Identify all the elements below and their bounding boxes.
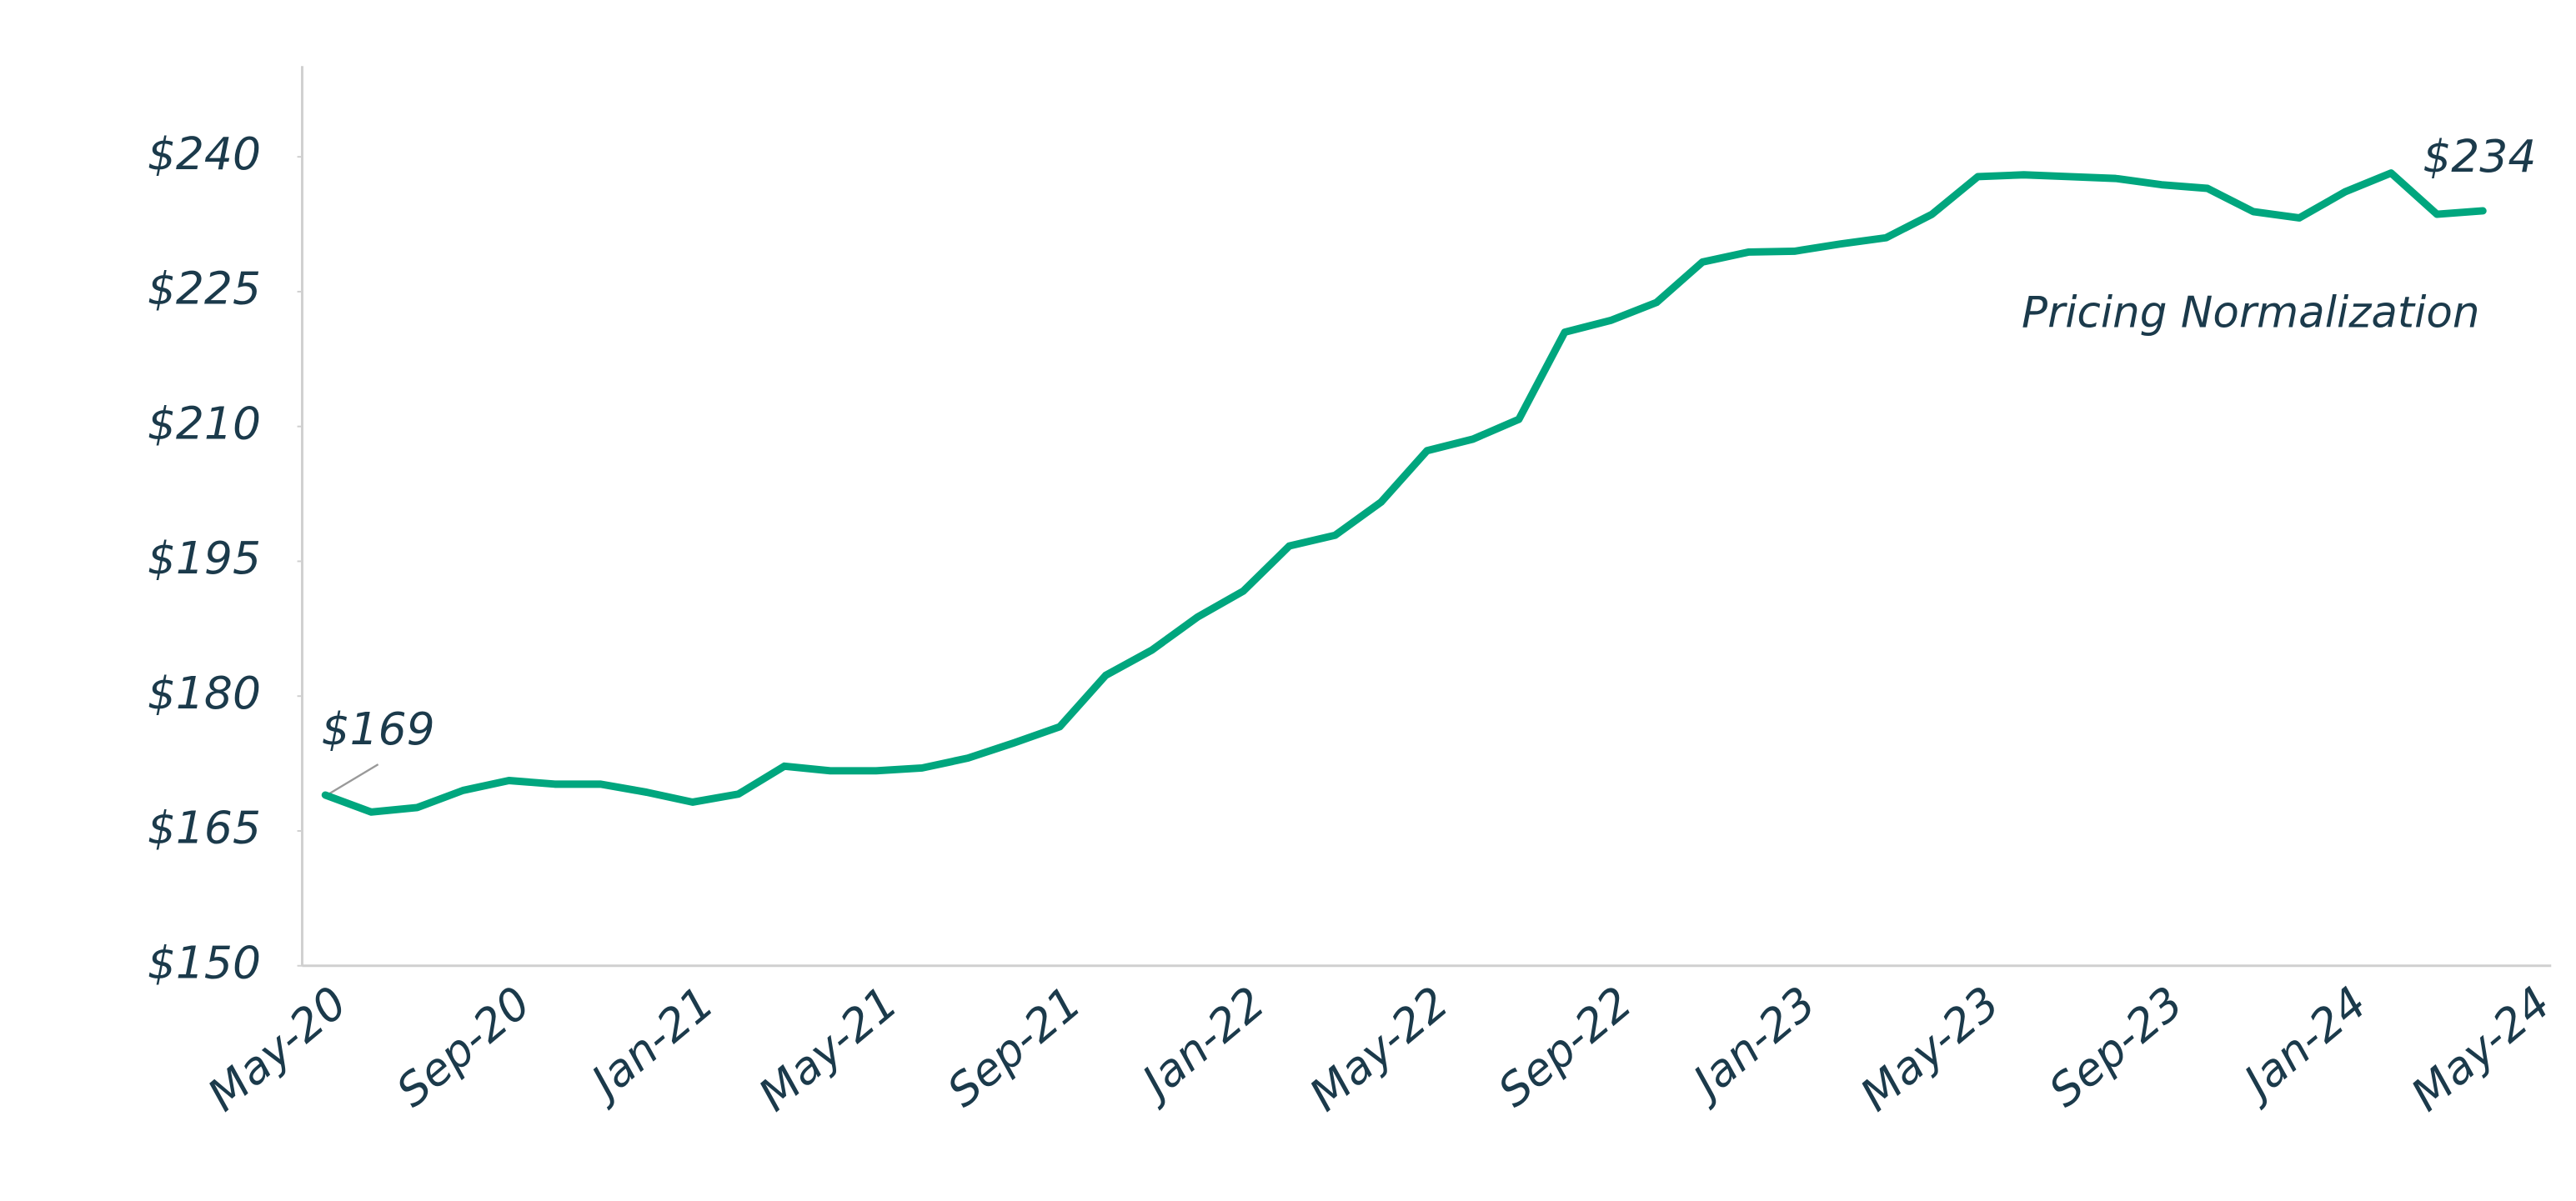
y-tick-label: $195 xyxy=(148,532,261,584)
y-tick-label: $180 xyxy=(148,667,261,719)
y-tick-label: $150 xyxy=(148,936,261,988)
x-tick-label: Jan-21 xyxy=(576,976,724,1112)
x-tick-label: Jan-23 xyxy=(1677,976,1825,1112)
x-tick-label: May-23 xyxy=(1851,976,2010,1121)
value-label: $234 xyxy=(2423,130,2536,183)
annotation: Pricing Normalization xyxy=(2022,288,2479,338)
x-tick-label: May-22 xyxy=(1300,976,1459,1121)
x-tick-label: Sep-23 xyxy=(2039,976,2193,1117)
x-tick-label: May-21 xyxy=(749,976,908,1121)
value-label: $169 xyxy=(322,703,435,755)
line xyxy=(321,169,2487,816)
y-tick-label: $225 xyxy=(148,263,261,315)
x-tick-label: Jan-24 xyxy=(2228,976,2376,1112)
y-tick-label: $240 xyxy=(148,128,261,180)
y-tick-label: $165 xyxy=(148,802,261,854)
leader-line xyxy=(328,763,379,795)
x-tick-label: Jan-22 xyxy=(1127,976,1275,1112)
x-tick-label: May-24 xyxy=(2401,976,2560,1121)
x-tick-label: Sep-22 xyxy=(1488,976,1642,1117)
y-tick-label: $210 xyxy=(148,397,261,449)
x-tick-label: Sep-20 xyxy=(386,976,540,1117)
x-tick-label: Sep-21 xyxy=(937,976,1091,1117)
x-tick-label: May-20 xyxy=(198,976,357,1121)
